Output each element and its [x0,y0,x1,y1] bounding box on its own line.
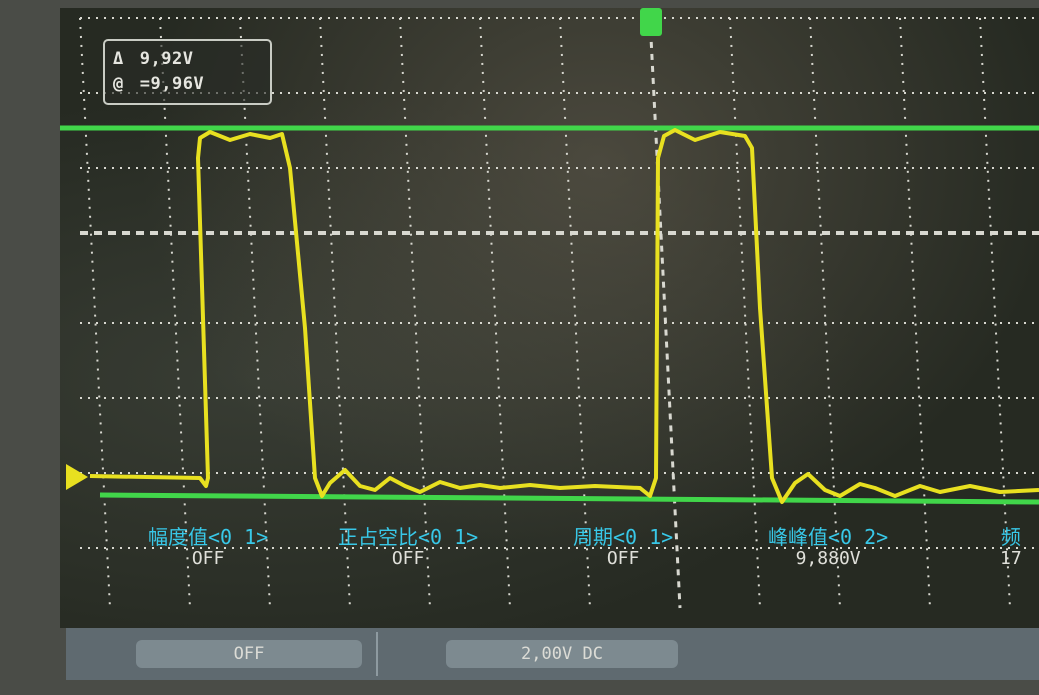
vertical-gridlines [79,17,1011,609]
softkey-divider [376,632,378,676]
gridline-vertical [319,17,351,609]
measurement-positive-duty: 正占空比<0 1> OFF [338,521,478,569]
gridline-vertical [399,17,431,609]
gridline-vertical [239,17,271,609]
ch1-waveform [89,128,1039,504]
gridline-vertical [159,17,191,609]
cursor-line-bottom[interactable] [99,492,1039,505]
gridline-vertical [79,17,111,609]
measurement-label: 正占空比<0 1> [338,525,479,549]
measurement-period: 周期<0 1> OFF [573,521,673,569]
graticule [60,17,1039,609]
gridline-vertical [809,17,841,609]
gridline-vertical [559,17,591,609]
softkey-left-button[interactable]: OFF [136,640,362,668]
measurement-label: 周期<0 1> [573,525,674,549]
gridline-vertical [899,17,931,609]
softkey-right-button[interactable]: 2,00V DC [446,640,678,668]
at-readout: @ =9,96V [113,74,204,94]
measurement-value: 17 [1000,548,1022,569]
ch1-ground-marker-icon[interactable] [66,464,88,490]
softkey-bar: OFF 2,00V DC [66,628,1039,680]
gridline-vertical [729,17,761,609]
measurement-value: OFF [191,548,225,569]
gridline-vertical [479,17,511,609]
measurement-label: 幅度值<0 1> [148,525,269,549]
at-icon: @ [113,74,124,94]
gridline-vertical [648,17,682,609]
gridline-vertical [979,17,1011,609]
measurement-label: 峰峰值<0 2> [768,525,889,549]
measurement-amplitude: 幅度值<0 1> OFF [148,521,268,569]
measurement-value: OFF [606,548,640,569]
measurement-peak-to-peak: 峰峰值<0 2> 9,880V [768,521,888,569]
delta-readout: Δ 9,92V [113,49,193,69]
trigger-position-marker[interactable] [640,8,662,36]
screen-reflection [60,8,1039,628]
measurement-label: 频 [1000,525,1021,549]
delta-value: 9,92V [139,49,194,69]
delta-icon: Δ [113,49,124,69]
at-value: =9,96V [139,74,205,94]
oscilloscope-screen: Δ 9,92V @ =9,96V 幅度值<0 1> OFF 正占空比<0 1> … [60,8,1039,628]
measurement-value: OFF [391,548,425,569]
cursor-readout: Δ 9,92V @ =9,96V [103,39,272,105]
measurement-value: 9,880V [795,548,861,569]
horizontal-gridlines [80,17,1039,549]
measurement-frequency: 频 17 [1000,521,1022,569]
